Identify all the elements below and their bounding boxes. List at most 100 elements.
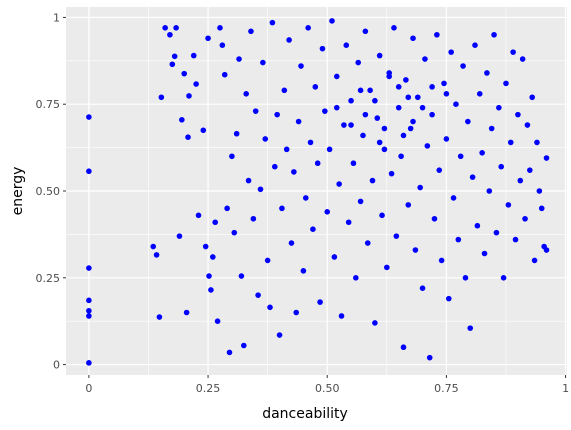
data-point — [462, 274, 469, 281]
data-point — [336, 181, 342, 187]
data-point — [150, 243, 157, 250]
data-point — [414, 94, 421, 101]
data-point — [398, 153, 404, 160]
data-point — [543, 155, 550, 161]
data-point — [86, 307, 92, 314]
data-point — [214, 318, 221, 324]
data-point — [208, 287, 214, 293]
data-point — [319, 45, 326, 52]
y-tick-label: 1 — [53, 11, 60, 24]
data-point — [153, 252, 160, 258]
x-axis-title: danceability — [262, 406, 348, 422]
data-point — [527, 167, 533, 173]
data-point — [448, 49, 454, 55]
data-point — [362, 111, 369, 118]
data-point — [236, 56, 242, 62]
data-point — [376, 139, 383, 146]
data-point — [326, 146, 333, 153]
data-point — [167, 31, 173, 38]
data-point — [479, 150, 485, 156]
data-point — [288, 240, 295, 246]
data-point — [457, 153, 464, 160]
data-point — [419, 104, 426, 111]
data-point — [156, 314, 163, 320]
data-points — [86, 18, 550, 366]
data-point — [86, 265, 92, 271]
data-point — [179, 117, 185, 123]
data-point — [431, 215, 438, 222]
data-point — [357, 198, 364, 205]
data-point — [181, 70, 188, 77]
data-point — [162, 25, 168, 31]
data-point — [310, 226, 316, 232]
data-point — [410, 35, 416, 42]
y-tick-label: 0.75 — [36, 98, 61, 111]
data-point — [424, 143, 431, 149]
data-point — [384, 264, 390, 271]
data-point — [200, 127, 207, 134]
data-point — [307, 139, 314, 146]
data-point — [412, 247, 419, 253]
data-point — [252, 108, 259, 114]
data-point — [474, 222, 481, 229]
data-point — [369, 177, 376, 184]
data-point — [500, 274, 507, 281]
data-point — [531, 257, 538, 264]
data-point — [455, 236, 462, 243]
data-point — [381, 146, 388, 153]
data-point — [173, 25, 179, 31]
data-point — [219, 42, 226, 48]
data-point — [264, 257, 271, 264]
data-point — [250, 215, 257, 222]
data-point — [364, 240, 371, 246]
data-point — [372, 320, 378, 326]
data-point — [400, 132, 407, 139]
data-point — [302, 195, 309, 201]
data-point — [350, 160, 357, 167]
data-point — [279, 205, 285, 212]
y-tick-label: 0.25 — [36, 272, 61, 285]
data-point — [372, 97, 378, 104]
data-point — [488, 125, 495, 132]
data-point — [86, 168, 92, 175]
data-point — [226, 349, 233, 356]
data-point — [212, 219, 219, 226]
data-point — [465, 118, 471, 125]
data-point — [374, 115, 381, 121]
data-point — [202, 243, 209, 250]
data-point — [86, 360, 92, 366]
data-point — [381, 125, 388, 132]
data-point — [233, 130, 240, 137]
data-point — [221, 71, 228, 78]
data-point — [355, 59, 362, 66]
data-point — [238, 273, 245, 279]
data-point — [276, 332, 283, 338]
data-point — [507, 139, 514, 146]
data-point — [472, 42, 478, 48]
data-point — [438, 257, 445, 264]
x-tick-label: 0.75 — [434, 382, 459, 395]
data-point — [314, 160, 321, 167]
data-point — [333, 73, 340, 80]
data-point — [503, 80, 509, 87]
data-point — [386, 73, 392, 80]
data-point — [362, 28, 369, 35]
x-tick-label: 0.50 — [315, 382, 340, 395]
data-point — [519, 56, 526, 62]
data-point — [505, 202, 512, 208]
data-point — [443, 90, 450, 97]
data-point — [434, 31, 440, 38]
data-point — [333, 104, 340, 111]
data-point — [467, 325, 474, 331]
data-point — [190, 52, 197, 59]
data-point — [305, 25, 311, 31]
data-point — [295, 118, 302, 125]
data-point — [360, 132, 366, 139]
data-point — [300, 268, 307, 274]
data-point — [206, 273, 212, 279]
data-point — [395, 84, 402, 90]
data-point — [393, 233, 400, 239]
data-point — [491, 31, 497, 38]
data-point — [493, 229, 500, 236]
